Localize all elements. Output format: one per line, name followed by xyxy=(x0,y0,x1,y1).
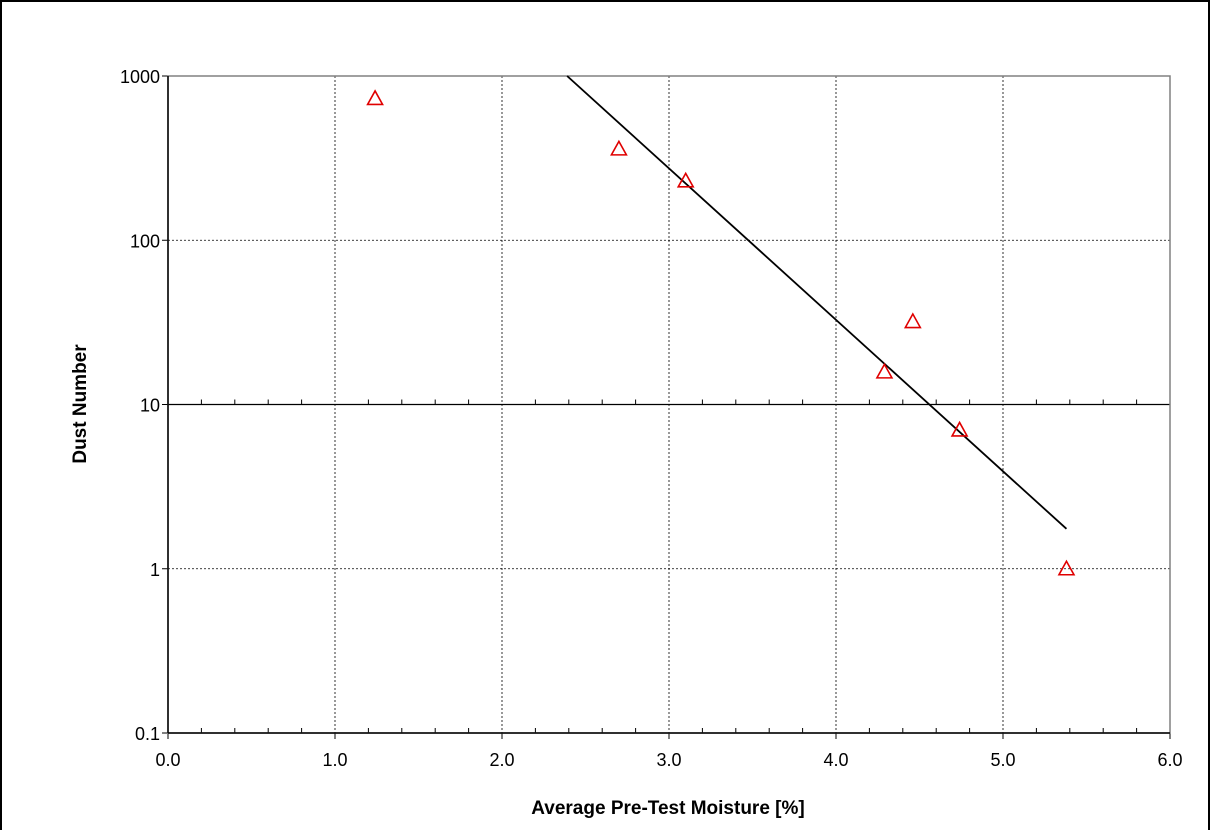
data-point-triangle xyxy=(1057,559,1076,576)
x-tick-label: 3.0 xyxy=(656,750,681,770)
data-point-triangle xyxy=(676,171,695,188)
grid-lines xyxy=(168,76,1170,733)
x-tick-label: 2.0 xyxy=(489,750,514,770)
x-axis-title: Average Pre-Test Moisture [%] xyxy=(531,798,804,819)
data-point-triangle xyxy=(875,362,894,379)
trendline-group xyxy=(566,75,1068,530)
data-point-triangle xyxy=(950,420,969,437)
x-tick-label: 4.0 xyxy=(823,750,848,770)
y-tick-labels: 0.1 1 10 100 1000 xyxy=(120,67,160,744)
x-tick-label: 5.0 xyxy=(990,750,1015,770)
plot-area xyxy=(162,75,1171,739)
y-tick-label: 10 xyxy=(140,396,160,416)
y-tick-label: 0.1 xyxy=(135,724,160,744)
x-tick-labels: 0.0 1.0 2.0 3.0 4.0 5.0 6.0 xyxy=(155,750,1182,770)
y-tick-label: 100 xyxy=(130,231,160,251)
y-axis-title: Dust Number xyxy=(70,344,91,464)
x-tick-label: 1.0 xyxy=(322,750,347,770)
y-tick-label: 1000 xyxy=(120,67,160,87)
y-tick-label: 1 xyxy=(150,560,160,580)
data-point-triangle xyxy=(903,312,922,329)
data-points xyxy=(366,89,1076,576)
x-tick-label: 0.0 xyxy=(155,750,180,770)
data-point-triangle xyxy=(610,139,628,156)
data-point-triangle xyxy=(366,89,384,106)
x-tick-label: 6.0 xyxy=(1157,750,1182,770)
trendline xyxy=(566,75,1068,530)
minor-ticks xyxy=(162,75,1171,739)
